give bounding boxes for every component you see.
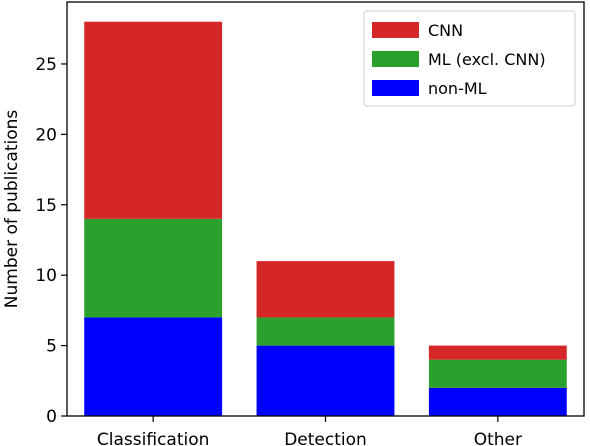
- x-axis-ticks: Classification Detection Other: [97, 416, 522, 446]
- legend-swatch-non-ml: [372, 80, 419, 96]
- legend-swatch-cnn: [372, 22, 419, 38]
- legend-label-ml-excl-cnn: ML (excl. CNN): [428, 50, 546, 69]
- x-tick-label-classification: Classification: [97, 430, 209, 446]
- legend-swatch-ml-excl-cnn: [372, 51, 419, 67]
- bar-classification-non-ml: [84, 317, 223, 416]
- x-tick-label-detection: Detection: [284, 430, 367, 446]
- bar-other-non-ml: [428, 387, 567, 416]
- y-tick-label: 20: [35, 125, 57, 145]
- legend: CNN ML (excl. CNN) non-ML: [363, 10, 576, 107]
- y-tick-label: 10: [35, 266, 57, 286]
- bar-detection-ml-excl-cnn: [256, 317, 395, 346]
- bar-other-cnn: [428, 345, 567, 360]
- bars-layer: [84, 21, 567, 416]
- y-tick-label: 5: [46, 337, 57, 357]
- y-tick-label: 25: [35, 55, 57, 75]
- y-axis-ticks: 0 5 10 15 20 25: [35, 55, 67, 427]
- legend-label-non-ml: non-ML: [428, 79, 487, 98]
- y-tick-label: 15: [35, 196, 57, 216]
- bar-detection-non-ml: [256, 345, 395, 416]
- bar-classification-ml-excl-cnn: [84, 218, 223, 318]
- bar-detection-cnn: [256, 261, 395, 318]
- bar-other-ml-excl-cnn: [428, 359, 567, 388]
- x-tick-label-other: Other: [474, 430, 522, 446]
- legend-label-cnn: CNN: [428, 21, 463, 40]
- y-axis-label: Number of publications: [2, 110, 22, 309]
- y-tick-label: 0: [46, 407, 57, 427]
- bar-classification-cnn: [84, 21, 223, 219]
